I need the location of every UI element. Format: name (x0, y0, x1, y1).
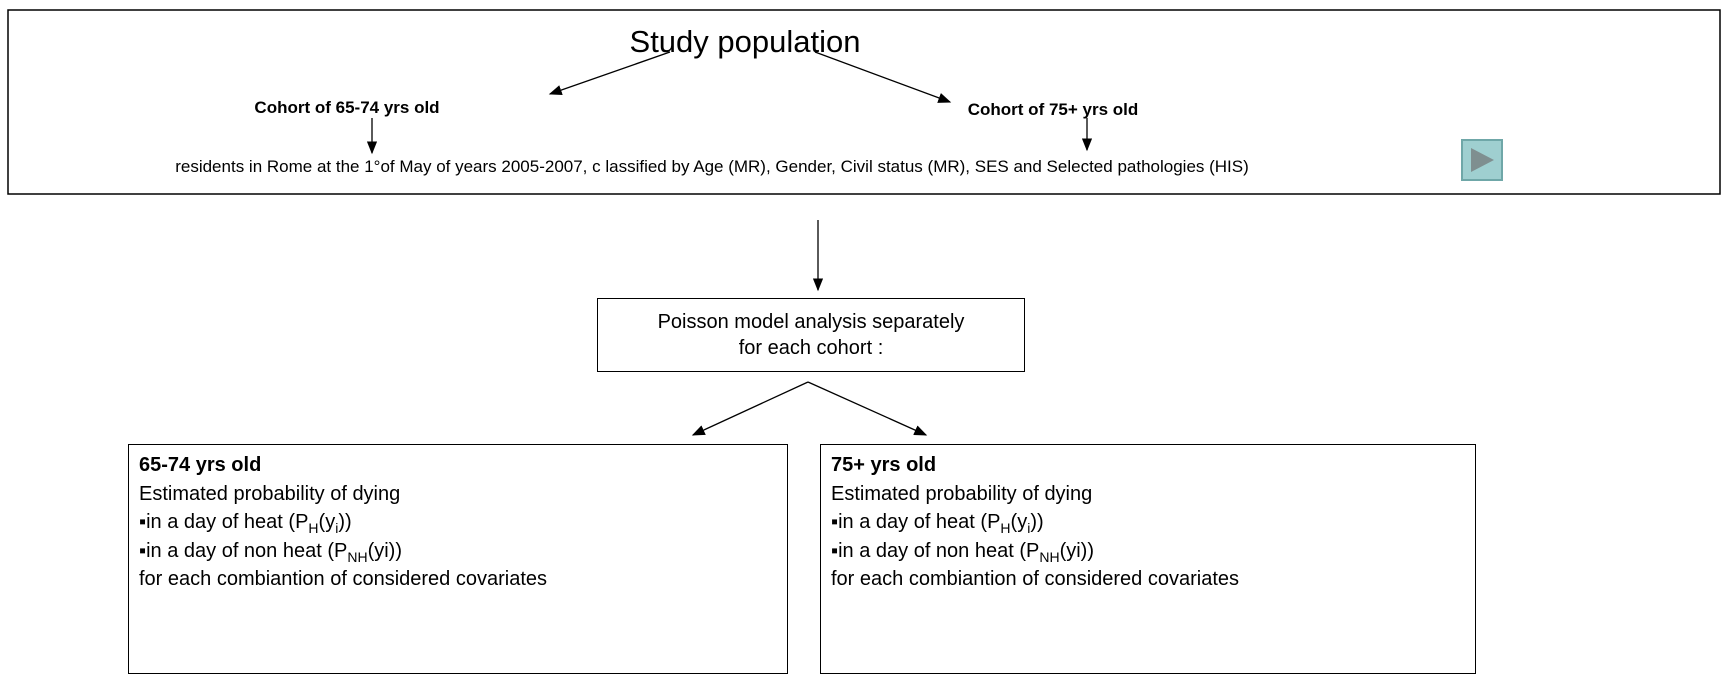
text-run: (yi)) (367, 539, 403, 562)
cohort-box: 75+ yrs old Estimated probability of dyin… (820, 444, 1476, 674)
subscript: NH (1039, 548, 1060, 565)
subscript: H (308, 520, 319, 536)
residents-text: residents in Rome at the 1°of May of yea… (175, 157, 1249, 176)
text-run: Estimated probability of dying (139, 482, 401, 505)
play-button[interactable] (1461, 139, 1503, 181)
text-run: )) (1030, 511, 1044, 533)
box-heading: 65-74 yrs old (139, 454, 262, 476)
box-heading: 75+ yrs old (831, 454, 937, 476)
text-run: for each combiantion of considered covar… (139, 568, 548, 590)
top-box (7, 9, 1721, 195)
text-line: for each combiantion of considered covar… (139, 565, 787, 594)
cohort-label: Cohort of 75+ yrs old (967, 100, 1139, 119)
cohort-box: 65-74 yrs old Estimated probability of dy… (128, 444, 788, 674)
arrow (691, 381, 809, 436)
text-run: ▪in a day of non heat (P (139, 539, 348, 562)
text-line: for each cohort : (738, 337, 884, 359)
text-run: Estimated probability of dying (831, 482, 1093, 505)
text-run: (y (318, 511, 336, 533)
subscript: i (1027, 520, 1031, 536)
subscript: H (1000, 520, 1011, 536)
arrow (807, 381, 928, 436)
text-run: ▪in a day of heat (P (831, 511, 1001, 533)
poisson-box: Poisson model analysis separately for ea… (597, 298, 1025, 372)
text-line: Estimated probability of dying (139, 480, 787, 509)
text-line: ▪in a day of non heat (PNH(yi)) (139, 537, 787, 566)
text-line: ▪in a day of heat (PH(yi)) (139, 508, 787, 537)
text-run: (yi)) (1059, 539, 1095, 562)
text-line: for each combiantion of considered covar… (831, 565, 1475, 594)
text-run: ▪in a day of non heat (P (831, 539, 1040, 562)
text-line: Estimated probability of dying (831, 480, 1475, 509)
title: Study population (629, 24, 861, 59)
text-line: ▪in a day of heat (PH(yi)) (831, 508, 1475, 537)
subscript: i (335, 520, 339, 536)
text-run: for each combiantion of considered covar… (831, 568, 1240, 590)
subscript: NH (347, 548, 368, 565)
text-run: (y (1010, 511, 1028, 533)
text-run: )) (338, 511, 352, 533)
text-run: ▪in a day of heat (P (139, 511, 309, 533)
page: Study population Cohort of 65-74 yrs old… (7, 9, 1721, 674)
connectors (7, 9, 1721, 436)
text-line: ▪in a day of non heat (PNH(yi)) (831, 537, 1475, 566)
arrow (548, 51, 671, 96)
cohort-label: Cohort of 65-74 yrs old (254, 98, 440, 117)
arrow (814, 51, 952, 103)
text-line: Poisson model analysis separately (657, 311, 965, 333)
